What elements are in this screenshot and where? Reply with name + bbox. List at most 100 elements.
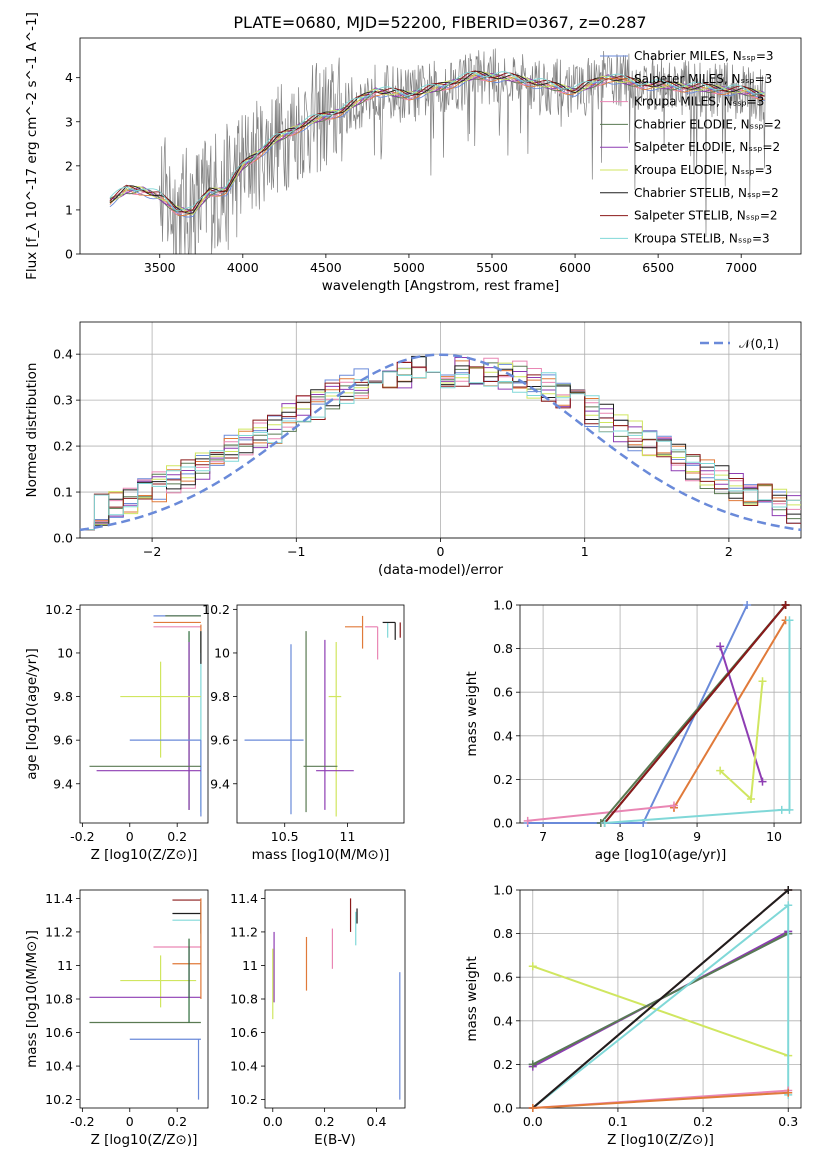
x-tick-label: 0.4 bbox=[367, 1114, 387, 1129]
weight-line bbox=[603, 604, 787, 824]
weight-marker bbox=[528, 962, 537, 971]
legend-label: Kroupa STELIB, Nₛₛₚ=3 bbox=[634, 231, 770, 245]
x-tick-label: 0.2 bbox=[693, 1114, 713, 1129]
y-tick-label: 10.8 bbox=[230, 992, 258, 1007]
y-axis-label: mass [log10(M/M⊙)] bbox=[24, 930, 40, 1068]
weight-marker bbox=[784, 901, 793, 910]
x-axis-label: (data-model)/error bbox=[378, 562, 504, 578]
y-tick-label: 10.2 bbox=[45, 1092, 73, 1107]
legend-label: Salpeter MILES, Nₛₛₚ=3 bbox=[634, 72, 772, 86]
y-tick-label: 2 bbox=[65, 158, 73, 173]
axes-spectrum: 3500 4000 4500 5000 5500 6000 6500 7000 0 1 2 3 4 wav… bbox=[24, 12, 802, 294]
weight-line bbox=[532, 1091, 789, 1109]
x-tick-label: 0.1 bbox=[608, 1114, 628, 1129]
y-tick-label: 0.2 bbox=[493, 772, 513, 787]
x-tick-label: 7 bbox=[539, 829, 547, 844]
y-tick-label: 0.4 bbox=[53, 347, 73, 362]
y-tick-label: 0.0 bbox=[493, 816, 513, 831]
axes-residuals: −2 −1 0 1 2 0.0 0.1 0.2 0.3 0.4 (data-model)/error… bbox=[24, 321, 802, 578]
legend-label: Chabrier MILES, Nₛₛₚ=3 bbox=[634, 49, 774, 63]
x-axis-label: wavelength [Angstrom, rest frame] bbox=[322, 278, 560, 294]
weight-marker bbox=[600, 819, 609, 827]
y-axis-label: Flux [f_λ 10^-17 erg cm^-2 s^-1 A^-1] bbox=[24, 12, 40, 280]
x-tick-label: 0 bbox=[126, 829, 134, 844]
axes-age_vs_Z: -0.2 0 0.2 9.4 9.6 9.8 10 10.2 Z [log10(Z/Z⊙)] ag… bbox=[24, 602, 209, 863]
x-tick-label: 0.2 bbox=[167, 829, 187, 844]
legend-label: 𝒩(0,1) bbox=[739, 337, 779, 351]
y-tick-label: 1 bbox=[65, 202, 73, 217]
model-spectrum bbox=[109, 71, 765, 211]
y-tick-label: 0.1 bbox=[53, 485, 73, 500]
weight-marker bbox=[784, 886, 793, 894]
y-tick-label: 0.4 bbox=[493, 728, 513, 743]
y-tick-label: 4 bbox=[65, 70, 73, 85]
axes-frame bbox=[79, 889, 209, 1109]
y-tick-label: 3 bbox=[65, 114, 73, 129]
y-tick-label: 11 bbox=[242, 958, 258, 973]
legend-label: Chabrier STELIB, Nₛₛₚ=2 bbox=[634, 186, 779, 200]
weight-marker bbox=[781, 601, 790, 609]
legend: 𝒩(0,1) bbox=[700, 337, 779, 351]
legend-label: Kroupa ELODIE, Nₛₛₚ=3 bbox=[634, 163, 772, 177]
x-tick-label: 1 bbox=[581, 544, 589, 559]
x-tick-label: 0 bbox=[126, 1114, 134, 1129]
y-tick-label: 0.2 bbox=[493, 1057, 513, 1072]
axes-mass_vs_Z: -0.2 0 0.2 10.2 10.4 10.6 10.8 11 11.2 11.4 Z [log… bbox=[24, 889, 209, 1148]
x-tick-label: 6500 bbox=[642, 260, 674, 275]
x-tick-label: 4500 bbox=[310, 260, 342, 275]
y-tick-label: 10.2 bbox=[45, 602, 73, 617]
weight-line bbox=[673, 619, 787, 809]
y-tick-label: 10.2 bbox=[202, 602, 230, 617]
x-tick-label: 4000 bbox=[227, 260, 259, 275]
x-tick-label: 3500 bbox=[144, 260, 176, 275]
y-tick-label: 0.8 bbox=[493, 641, 513, 656]
weight-marker bbox=[785, 616, 794, 625]
x-tick-label: 5500 bbox=[476, 260, 508, 275]
y-tick-label: 10.2 bbox=[230, 1092, 258, 1107]
y-axis-label: mass weight bbox=[464, 956, 480, 1041]
weight-line bbox=[527, 804, 675, 822]
y-tick-label: 11.2 bbox=[230, 924, 258, 939]
x-tick-label: −1 bbox=[287, 544, 305, 559]
y-tick-label: 10 bbox=[214, 645, 230, 660]
y-tick-label: 11.2 bbox=[45, 924, 73, 939]
y-axis-label: mass weight bbox=[464, 671, 480, 756]
y-tick-label: 0.8 bbox=[493, 926, 513, 941]
weight-marker bbox=[669, 801, 678, 810]
y-tick-label: 10 bbox=[57, 645, 73, 660]
x-tick-label: 8 bbox=[616, 829, 624, 844]
x-tick-label: 0 bbox=[437, 544, 445, 559]
y-tick-label: 1.0 bbox=[493, 883, 513, 898]
y-tick-label: 9.8 bbox=[53, 689, 73, 704]
weight-marker bbox=[528, 1060, 537, 1069]
x-tick-label: 11 bbox=[340, 829, 356, 844]
x-tick-label: -0.2 bbox=[70, 1114, 94, 1129]
x-axis-label: Z [log10(Z/Z⊙)] bbox=[91, 1132, 198, 1148]
axes-mass_vs_ebv: 0.0 0.2 0.4 10.2 10.4 10.6 10.8 11 11.2 11.4 E(B-V… bbox=[230, 889, 406, 1148]
y-axis-label: Normed distribution bbox=[24, 363, 40, 498]
axes-weight_vs_Z: 0.0 0.1 0.2 0.3 0.0 0.2 0.4 0.6 0.8 1.0 Z [log10(Z… bbox=[464, 883, 802, 1148]
y-tick-label: 11.4 bbox=[45, 891, 73, 906]
axes-frame bbox=[264, 889, 406, 1109]
y-tick-label: 0.6 bbox=[493, 970, 513, 985]
weight-line bbox=[532, 965, 789, 1057]
weight-marker bbox=[528, 1104, 537, 1112]
weight-marker bbox=[746, 795, 755, 804]
legend-label: Salpeter STELIB, Nₛₛₚ=2 bbox=[634, 209, 778, 223]
y-tick-label: 0.0 bbox=[493, 1101, 513, 1116]
axes-frame bbox=[236, 604, 405, 824]
y-tick-label: 11.4 bbox=[230, 891, 258, 906]
axes-age_vs_mass: 10.5 11 9.4 9.6 9.8 10 10.2 mass [log10(M/M⊙)] bbox=[202, 602, 405, 863]
y-tick-label: 10.6 bbox=[230, 1025, 258, 1040]
model-spectrum bbox=[109, 70, 765, 213]
y-tick-label: 9.4 bbox=[53, 776, 73, 791]
x-tick-label: 0.2 bbox=[315, 1114, 335, 1129]
x-axis-label: Z [log10(Z/Z⊙)] bbox=[91, 847, 198, 863]
x-tick-label: 0.0 bbox=[263, 1114, 283, 1129]
y-tick-label: 9.6 bbox=[53, 733, 73, 748]
weight-marker bbox=[716, 642, 725, 651]
y-tick-label: 10.4 bbox=[45, 1059, 73, 1074]
x-axis-label: age [log10(age/yr)] bbox=[595, 847, 727, 863]
y-tick-label: 0.4 bbox=[493, 1013, 513, 1028]
